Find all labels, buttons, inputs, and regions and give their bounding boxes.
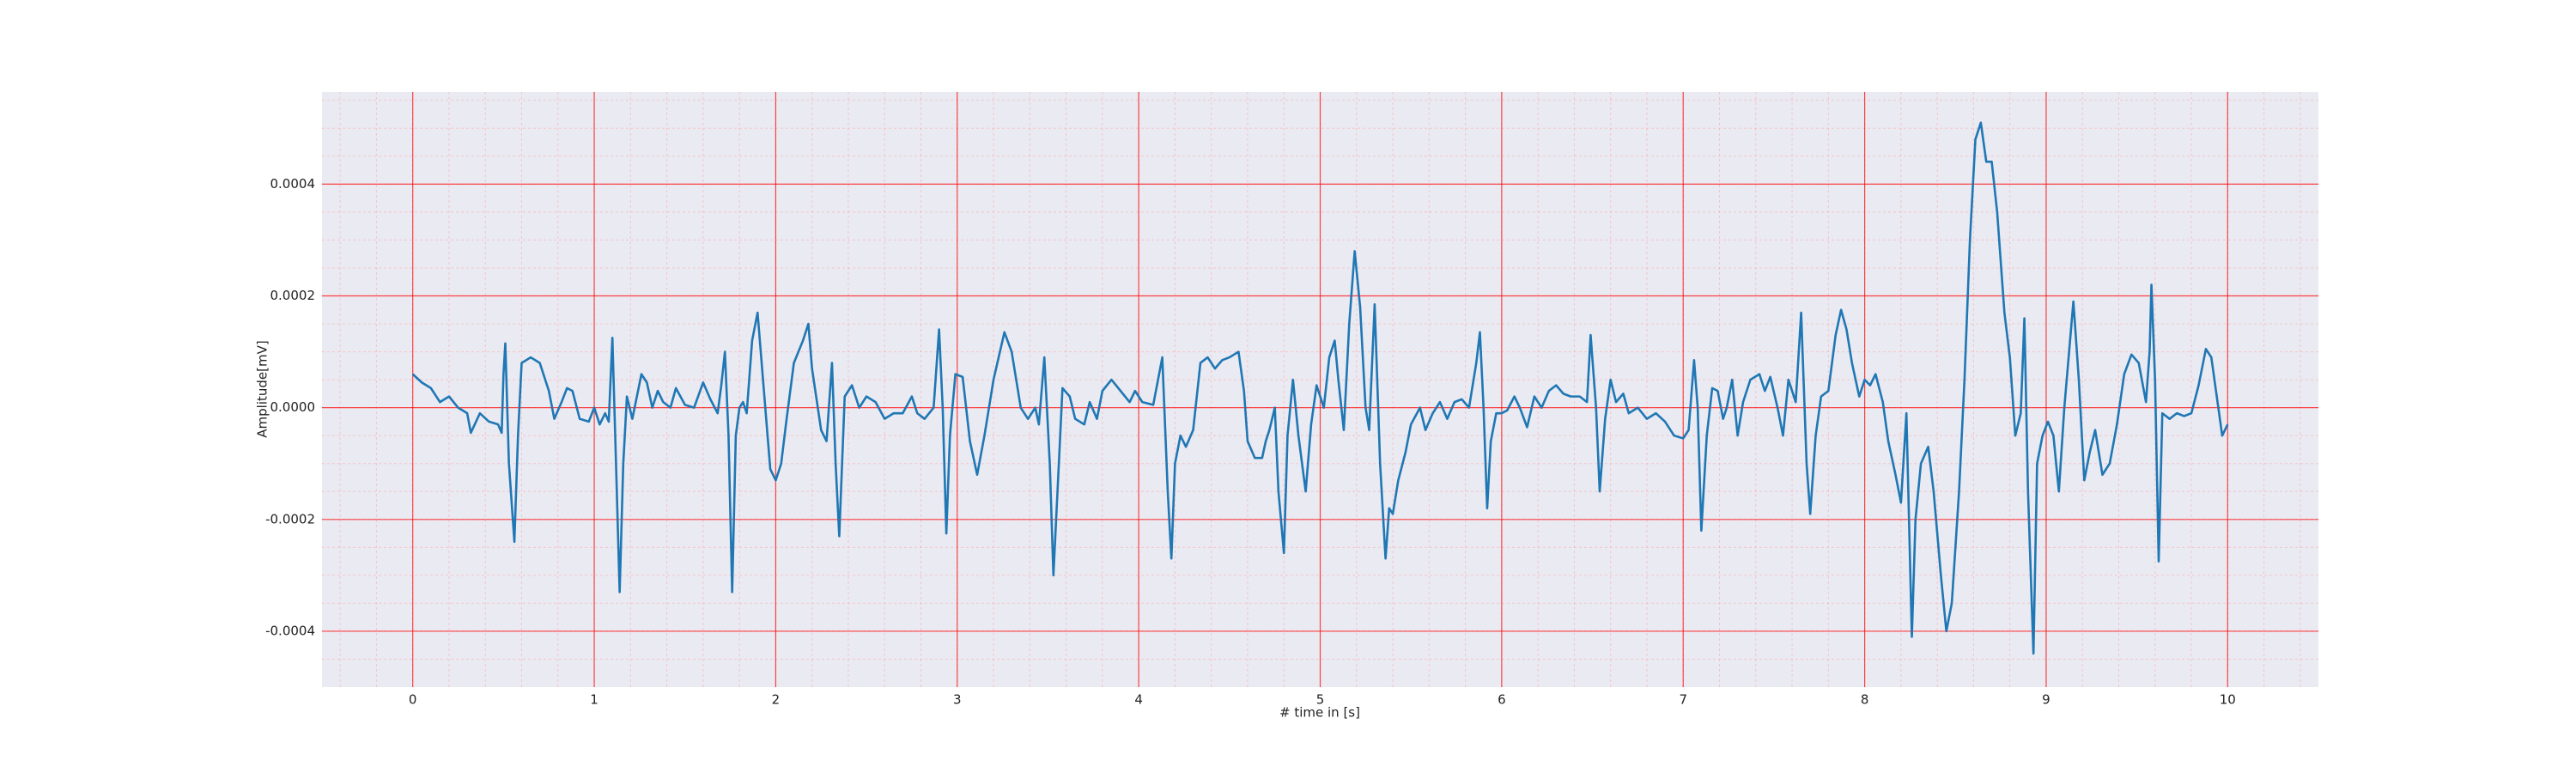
line-series — [411, 121, 2229, 655]
x-tick-label: 2 — [772, 692, 781, 708]
x-tick-label: 5 — [1316, 692, 1325, 708]
x-tick-label: 10 — [2220, 692, 2236, 708]
y-tick-label: 0.0000 — [270, 399, 316, 415]
y-tick-label: 0.0004 — [270, 176, 316, 192]
y-tick-label: -0.0002 — [265, 511, 315, 526]
x-tick-label: 4 — [1134, 692, 1143, 708]
x-tick-label: 7 — [1679, 692, 1687, 708]
y-tick-label: -0.0004 — [265, 623, 315, 638]
y-tick-label: 0.0002 — [270, 288, 316, 303]
x-axis-label: # time in [s] — [1279, 705, 1360, 721]
y-axis-label: Amplitude[mV] — [255, 340, 270, 437]
x-tick-label: 3 — [953, 692, 962, 708]
x-tick-label: 9 — [2042, 692, 2050, 708]
x-tick-label: 1 — [590, 692, 598, 708]
x-tick-label: 8 — [1861, 692, 1869, 708]
x-tick-label: 0 — [409, 692, 417, 708]
x-tick-label: 6 — [1498, 692, 1506, 708]
